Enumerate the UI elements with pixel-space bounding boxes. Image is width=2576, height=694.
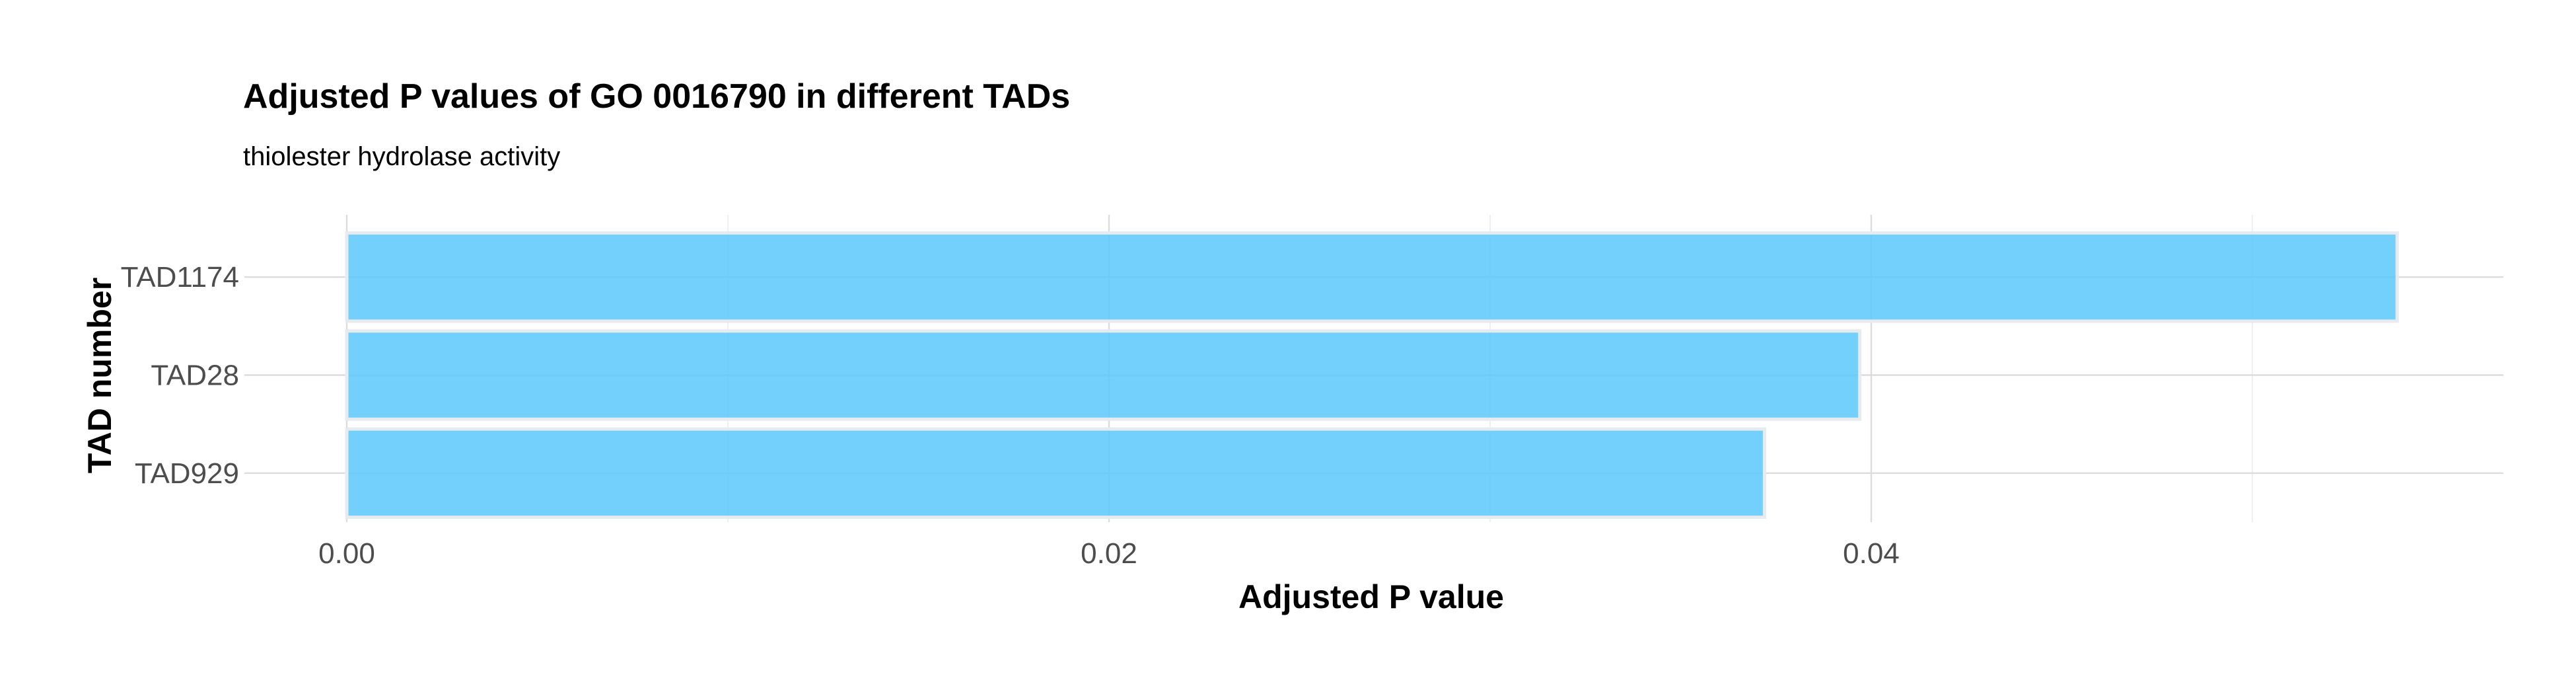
y-tick-label: TAD1174 [121,261,239,293]
x-tick-label: 0.04 [1843,537,1900,570]
y-tick-label: TAD929 [135,457,239,490]
x-axis-tick-labels: 0.00 0.02 0.04 [318,537,1900,570]
y-axis-title: TAD number [81,278,118,473]
x-axis-title: Adjusted P value [1238,578,1504,615]
x-tick-label: 0.02 [1081,537,1137,570]
bar-tad1174 [345,231,2399,323]
bars [345,231,2399,520]
y-axis-tick-labels: TAD1174 TAD28 TAD929 [121,261,239,490]
bar-tad28 [345,329,1862,421]
x-tick-label: 0.00 [318,537,375,570]
chart-subtitle: thiolester hydrolase activity [243,142,560,171]
chart-title: Adjusted P values of GO 0016790 in diffe… [243,77,1070,116]
bar-tad929 [345,427,1766,520]
y-tick-label: TAD28 [151,360,239,392]
